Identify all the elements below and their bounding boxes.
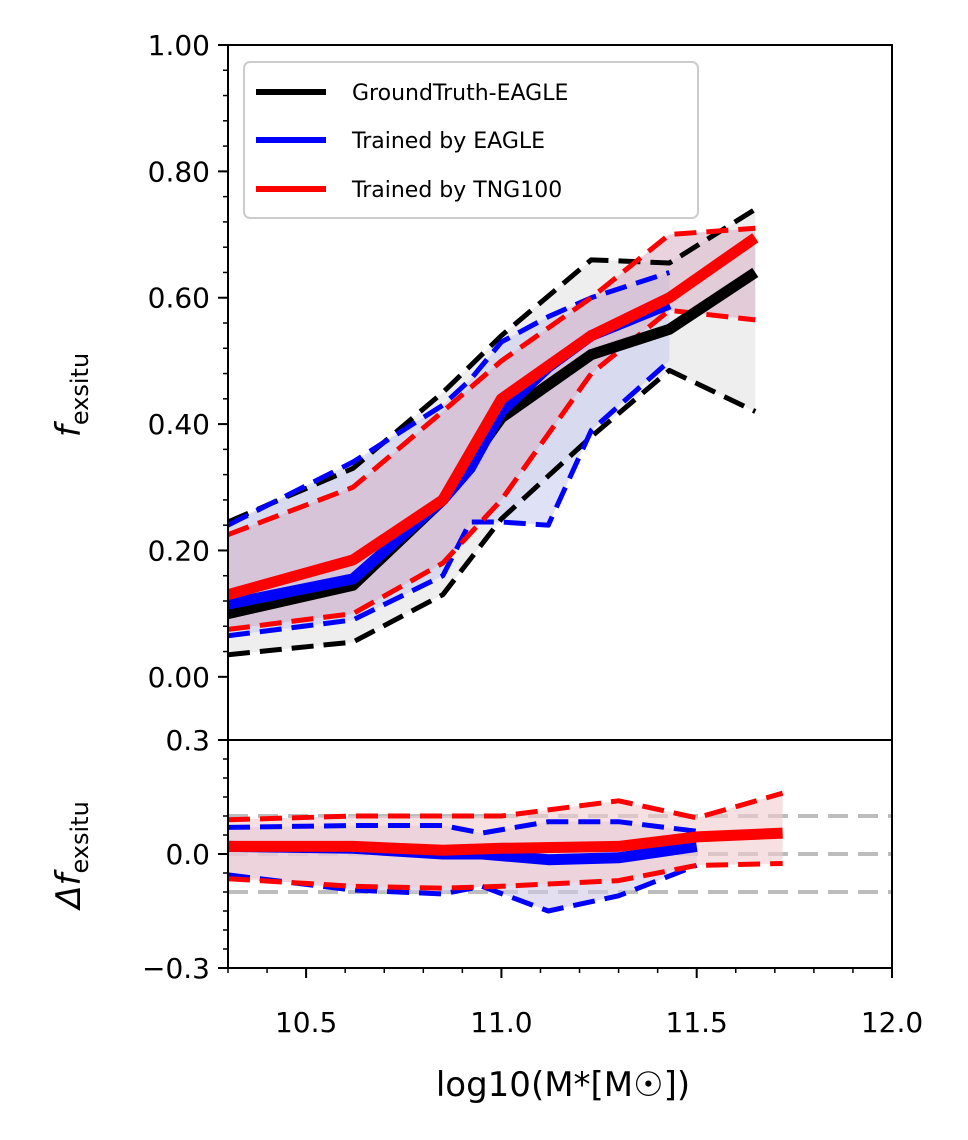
legend-label-groundtruth: GroundTruth-EAGLE — [352, 81, 568, 106]
main-ylabel-sub: exsitu — [66, 353, 94, 425]
residual-y-ticks: −0.3 0.0 0.3 — [142, 724, 228, 985]
residual-x-tick-label: 12.0 — [861, 1006, 923, 1039]
lower-bound-trained-by-eagle — [228, 863, 698, 914]
residual-y-tick-label: 0.3 — [165, 724, 210, 757]
residual-y-tick-label: −0.3 — [142, 952, 210, 985]
upper-bound-trained-by-eagle — [228, 819, 698, 836]
residual-x-tick-label: 11.0 — [470, 1006, 532, 1039]
lower-bound-groundtruth-eagle — [228, 367, 757, 658]
main-y-axis-label: fexsitu — [49, 353, 94, 437]
main-y-tick-label: 0.00 — [148, 661, 210, 694]
main-y-tick-label: 0.60 — [148, 282, 210, 315]
residual-y-tick-label: 0.0 — [165, 838, 210, 871]
residual-x-tick-label: 11.5 — [666, 1006, 728, 1039]
main-plot-area — [228, 207, 759, 658]
residual-y-axis-label: Δfexsitu — [49, 801, 94, 912]
residual-ylabel-base: Δf — [49, 869, 89, 912]
legend-box — [243, 61, 699, 219]
main-y-tick-label: 1.00 — [148, 29, 210, 62]
main-y-ticks: 0.00 0.20 0.40 0.60 0.80 1.00 — [148, 29, 228, 694]
main-y-tick-label: 0.80 — [148, 155, 210, 188]
upper-bound-groundtruth-eagle — [228, 207, 757, 525]
median-line-trained-by-tng100 — [228, 827, 783, 856]
main-y-tick-label: 0.40 — [148, 408, 210, 441]
residual-x-ticks: 10.5 11.0 11.5 12.0 — [227, 968, 923, 1039]
lower-bound-trained-by-eagle — [228, 359, 672, 639]
main-y-tick-label: 0.20 — [148, 534, 210, 567]
median-line-trained-by-tng100 — [228, 233, 759, 600]
lower-bound-trained-by-tng100 — [228, 861, 783, 891]
legend-label-trained-eagle: Trained by EAGLE — [351, 129, 545, 154]
x-axis-label: log10(M*[M☉]) — [436, 1065, 690, 1105]
residual-x-tick-label: 10.5 — [275, 1006, 337, 1039]
residual-plot-area — [228, 790, 892, 914]
upper-bound-trained-by-tng100 — [228, 790, 784, 823]
legend: GroundTruth-EAGLE Trained by EAGLE Train… — [243, 61, 699, 219]
upper-bound-trained-by-tng100 — [228, 225, 756, 537]
residual-ylabel-sub: exsitu — [66, 801, 94, 873]
legend-label-trained-tng100: Trained by TNG100 — [351, 178, 562, 203]
